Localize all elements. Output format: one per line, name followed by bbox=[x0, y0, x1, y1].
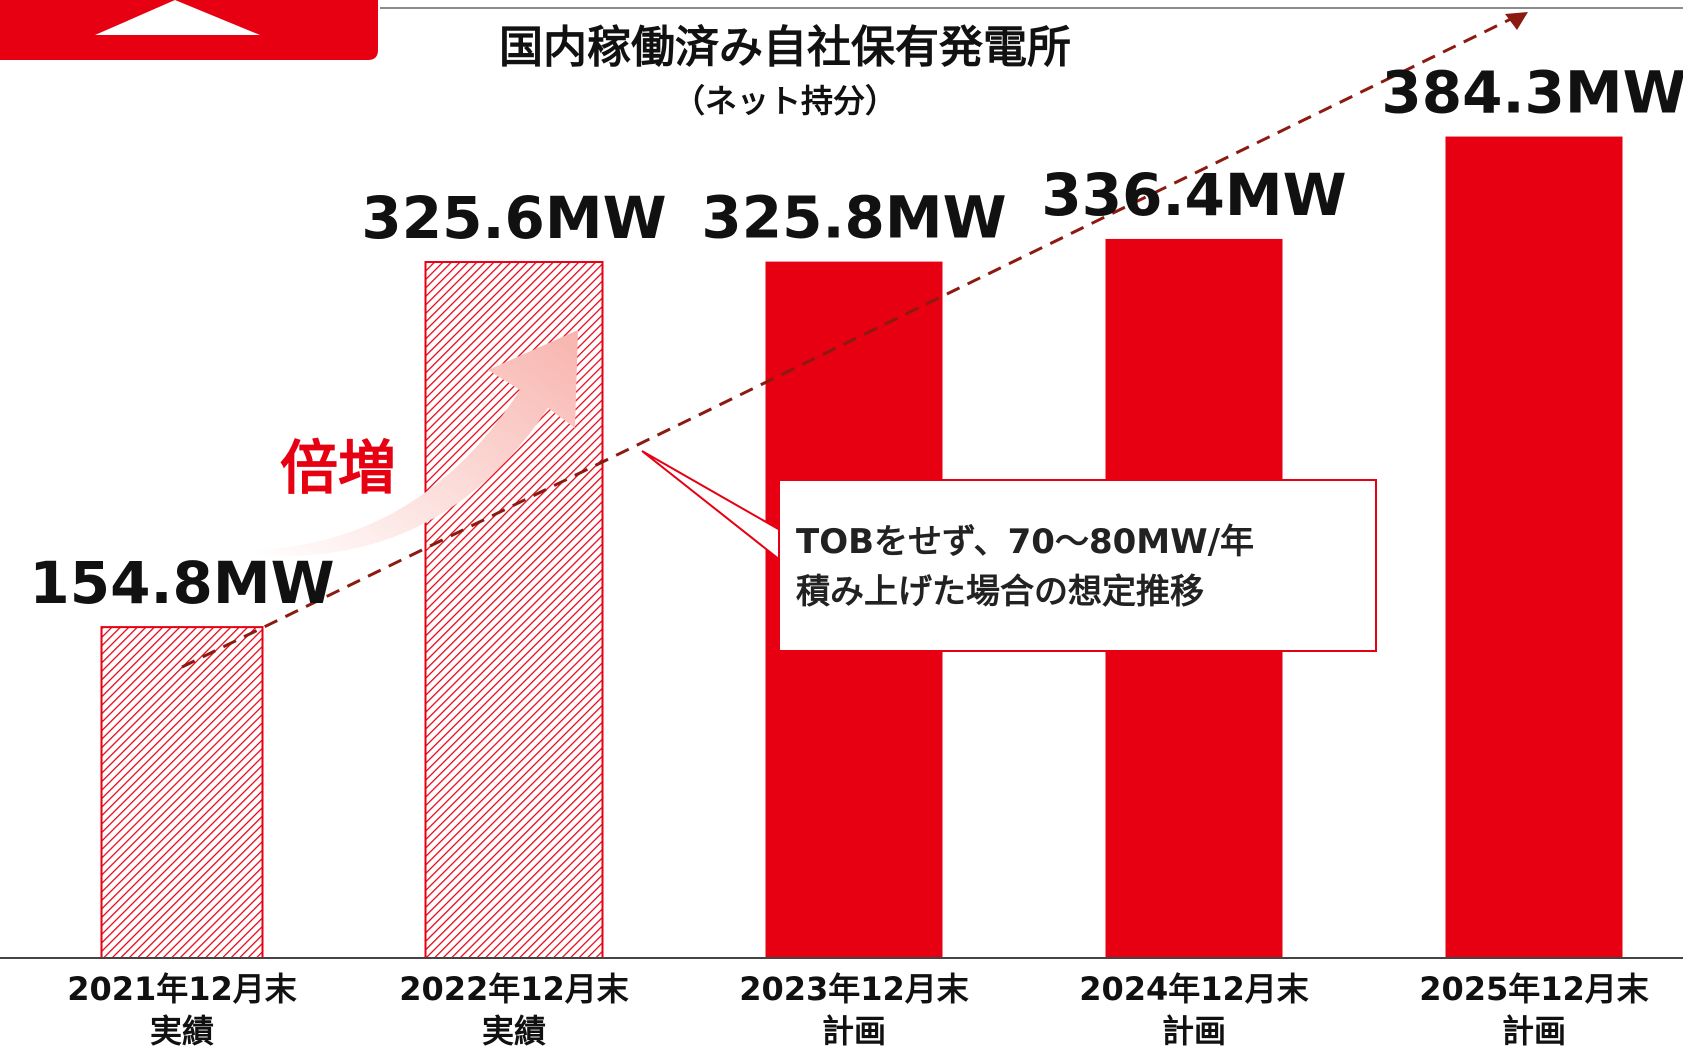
x-tick-label: 2021年12月末 実績 bbox=[67, 970, 297, 1050]
logo-mark bbox=[95, 0, 260, 35]
bar bbox=[1445, 136, 1623, 959]
growth-arrow bbox=[250, 330, 578, 557]
trend-line bbox=[181, 15, 1516, 669]
x-tick-label: 2023年12月末 計画 bbox=[739, 970, 969, 1050]
chart-subtitle: （ネット持分） bbox=[673, 82, 897, 120]
value-label: 325.8MW bbox=[701, 184, 1006, 252]
trend-arrowhead bbox=[1505, 12, 1528, 30]
callout-pointer bbox=[641, 450, 781, 563]
value-label: 336.4MW bbox=[1041, 161, 1346, 229]
value-label: 154.8MW bbox=[29, 549, 334, 617]
value-label: 384.3MW bbox=[1381, 59, 1683, 127]
bar bbox=[100, 626, 264, 959]
callout: TOBをせず、70～80MW/年 積み上げた場合の想定推移 bbox=[778, 479, 1377, 652]
x-tick-label: 2024年12月末 計画 bbox=[1079, 970, 1309, 1050]
annotation-text: 倍増 bbox=[280, 434, 396, 502]
chart-title: 国内稼働済み自社保有発電所 bbox=[499, 22, 1071, 73]
x-tick-label: 2022年12月末 実績 bbox=[399, 970, 629, 1050]
x-tick-label: 2025年12月末 計画 bbox=[1419, 970, 1649, 1050]
value-label: 325.6MW bbox=[361, 184, 666, 252]
